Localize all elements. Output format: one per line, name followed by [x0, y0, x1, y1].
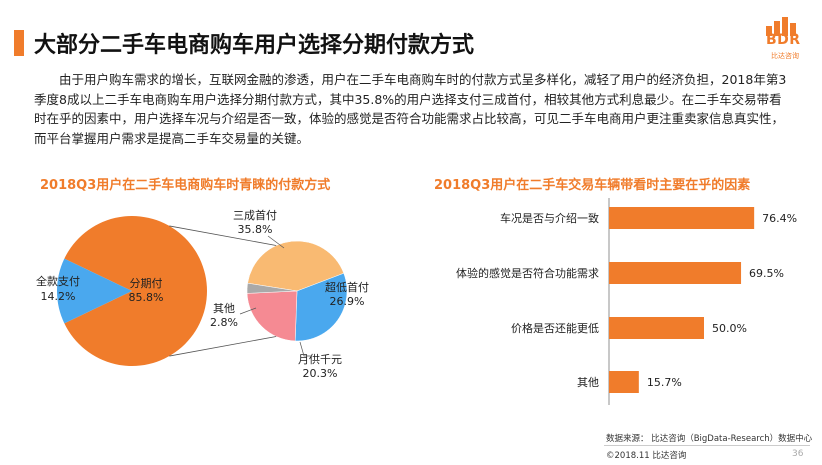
- breakdown-label-other: 其他: [213, 302, 235, 315]
- bdr-logo-icon: [766, 17, 796, 36]
- pie-label-full-payment: 全款支付: [36, 274, 80, 288]
- bar-value-label: 50.0%: [712, 322, 747, 335]
- breakdown-value-low-down: 26.9%: [330, 295, 365, 308]
- page-number: 36: [792, 449, 804, 459]
- connector-line-bottom: [169, 336, 277, 357]
- footer-divider: [604, 445, 810, 446]
- bar-category-label: 价格是否还能更低: [511, 321, 599, 335]
- breakdown-slice-other: [246, 282, 298, 294]
- pie-label-installment: 分期付: [130, 277, 163, 290]
- breakdown-label-low-down: 超低首付: [325, 280, 369, 294]
- breakdown-slice-30pct-down: [247, 240, 345, 292]
- bar-1: [609, 262, 742, 284]
- breakdown-slice-low-down: [294, 272, 348, 342]
- bar-category-label: 其他: [577, 376, 599, 389]
- pie-value-installment: 85.8%: [129, 291, 164, 304]
- pie-slice-full-payment: [56, 258, 132, 324]
- pie-value-full-payment: 14.2%: [41, 290, 76, 303]
- page-title: 大部分二手车电商购车用户选择分期付款方式: [34, 33, 475, 58]
- pie-chart-title: 2018Q3用户在二手车电商购车时青睐的付款方式: [40, 178, 331, 193]
- bar-value-label: 76.4%: [762, 212, 797, 225]
- bar-0: [609, 207, 755, 229]
- footer-source: 数据来源： 比达咨询（BigData-Research）数据中心: [606, 434, 813, 444]
- footer-copyright: ©2018.11 比达咨询: [606, 451, 687, 461]
- breakdown-label-monthly-1k: 月供千元: [298, 352, 342, 366]
- leader-line-other: [239, 307, 257, 315]
- leader-line-monthly-1k: [299, 341, 312, 357]
- breakdown-value-monthly-1k: 20.3%: [303, 367, 338, 380]
- bar-value-label: 15.7%: [647, 376, 682, 389]
- bar-category-label: 体验的感觉是否符合功能需求: [456, 266, 599, 280]
- bar-2: [609, 317, 704, 339]
- breakdown-value-30pct-down: 35.8%: [238, 223, 273, 236]
- summary-paragraph: 由于用户购车需求的增长，互联网金融的渗透，用户在二手车电商购车时的付款方式呈多样…: [34, 72, 787, 146]
- title-accent-bar: [14, 30, 24, 56]
- bar-3: [609, 371, 639, 393]
- bar-value-label: 69.5%: [749, 267, 784, 280]
- bar-category-label: 车况是否与介绍一致: [500, 211, 599, 225]
- breakdown-label-30pct-down: 三成首付: [233, 208, 277, 222]
- breakdown-value-other: 2.8%: [210, 316, 238, 329]
- leader-line-30pct-down: [267, 235, 285, 249]
- pie-slice-installment: [64, 215, 207, 366]
- breakdown-slice-monthly-1k: [246, 290, 298, 342]
- bar-chart-title: 2018Q3用户在二手车交易车辆带看时主要在乎的因素: [434, 178, 751, 193]
- connector-line-top: [169, 225, 277, 246]
- logo-text: BDR: [766, 32, 801, 48]
- logo-subtext: 比达咨询: [771, 52, 799, 60]
